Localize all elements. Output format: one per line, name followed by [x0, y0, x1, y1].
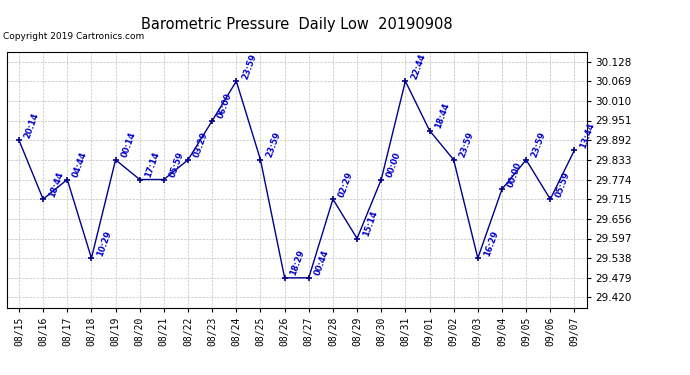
Text: 18:29: 18:29: [289, 249, 306, 277]
Text: Barometric Pressure  Daily Low  20190908: Barometric Pressure Daily Low 20190908: [141, 17, 453, 32]
Text: 22:44: 22:44: [410, 52, 427, 80]
Point: [134, 177, 145, 183]
Text: 20:14: 20:14: [23, 111, 41, 140]
Point: [472, 255, 483, 261]
Point: [207, 118, 218, 124]
Point: [497, 186, 508, 192]
Text: 02:29: 02:29: [337, 170, 355, 198]
Point: [303, 275, 314, 281]
Text: 05:59: 05:59: [168, 151, 186, 179]
Text: 10:29: 10:29: [96, 229, 113, 257]
Text: 03:29: 03:29: [193, 131, 210, 159]
Text: 23:59: 23:59: [458, 131, 475, 159]
Point: [424, 128, 435, 134]
Point: [14, 137, 25, 143]
Point: [545, 196, 556, 202]
Point: [230, 78, 241, 84]
Point: [279, 275, 290, 281]
Text: 00:00: 00:00: [386, 151, 403, 179]
Point: [328, 196, 339, 202]
Text: 16:29: 16:29: [482, 229, 500, 257]
Text: 23:59: 23:59: [531, 131, 548, 159]
Text: 18:44: 18:44: [434, 102, 451, 130]
Text: 18:44: 18:44: [48, 170, 65, 198]
Point: [520, 157, 531, 163]
Point: [569, 147, 580, 153]
Text: 15:14: 15:14: [362, 209, 379, 238]
Point: [158, 177, 169, 183]
Point: [182, 157, 193, 163]
Text: 17:14: 17:14: [144, 150, 161, 179]
Text: 00:00: 00:00: [506, 160, 524, 188]
Text: Pressure  (Inches/Hg): Pressure (Inches/Hg): [475, 20, 598, 30]
Point: [86, 255, 97, 261]
Text: 06:00: 06:00: [217, 92, 234, 120]
Point: [400, 78, 411, 84]
Text: 13:44: 13:44: [579, 121, 596, 149]
Text: 23:59: 23:59: [265, 131, 282, 159]
Text: Copyright 2019 Cartronics.com: Copyright 2019 Cartronics.com: [3, 32, 145, 41]
Text: 00:14: 00:14: [120, 131, 137, 159]
Point: [351, 236, 363, 242]
Point: [448, 157, 460, 163]
Text: 23:59: 23:59: [241, 52, 258, 80]
Point: [255, 157, 266, 163]
Point: [37, 196, 48, 202]
Text: 00:44: 00:44: [313, 249, 331, 277]
Point: [62, 177, 73, 183]
Point: [375, 177, 386, 183]
Point: [110, 157, 121, 163]
Text: 05:59: 05:59: [555, 170, 572, 198]
Text: 04:44: 04:44: [72, 150, 89, 179]
